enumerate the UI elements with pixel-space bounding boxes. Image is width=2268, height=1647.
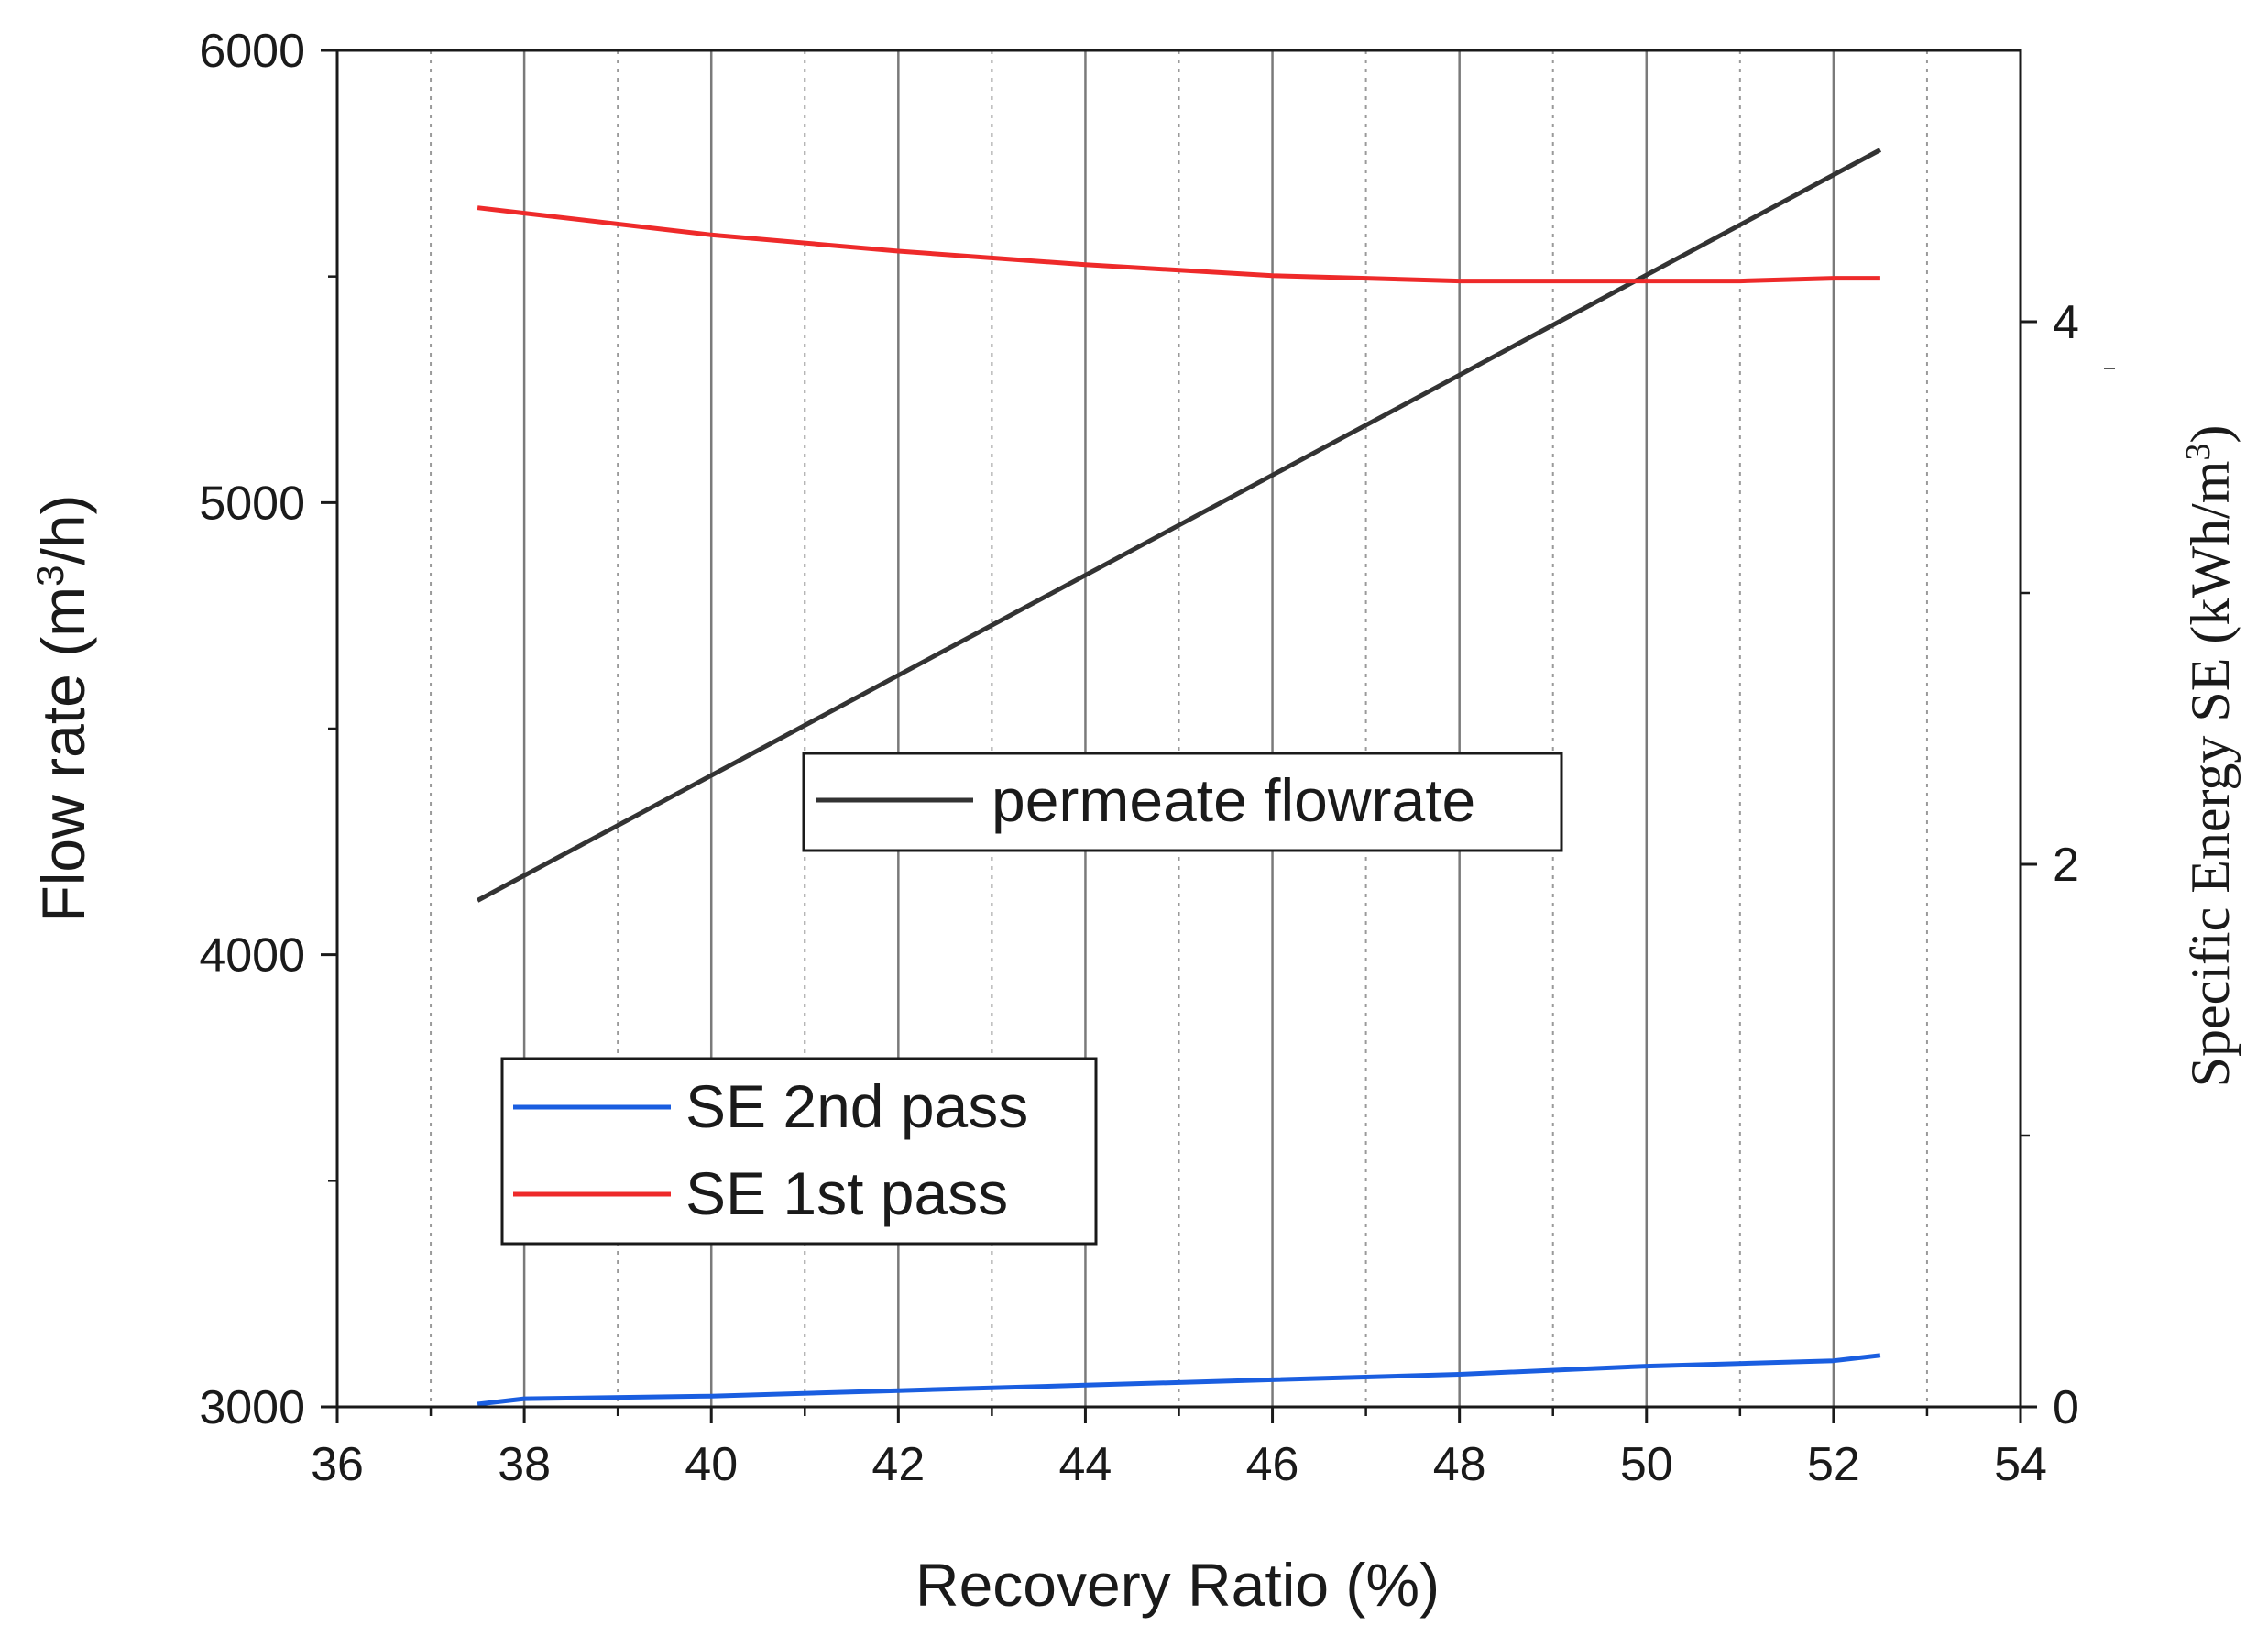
y-right-tick-label: 4 bbox=[2053, 296, 2079, 349]
y-right-title-suffix: ) bbox=[2180, 425, 2241, 444]
ticks: 36 38 40 42 44 46 48 50 52 54 3000 4000 5000 6000 0 2 4 bbox=[199, 25, 2079, 1491]
legend-label-se-1st-pass: SE 1st pass bbox=[685, 1159, 1008, 1227]
x-tick-label: 38 bbox=[498, 1438, 551, 1491]
y-left-title-sup: 3 bbox=[28, 565, 71, 586]
x-tick-label: 52 bbox=[1807, 1438, 1860, 1491]
x-tick-label: 42 bbox=[871, 1438, 925, 1491]
series-lines bbox=[476, 148, 1882, 1407]
x-tick-label: 54 bbox=[1994, 1438, 2047, 1491]
series-line-se-1st-pass bbox=[477, 205, 1880, 284]
series-line-permeate-flowrate bbox=[476, 148, 1882, 903]
y-right-title-sup: 3 bbox=[2179, 444, 2218, 461]
y-axis-left-title: Flow rate (m3/h) bbox=[28, 494, 98, 922]
x-tick-label: 40 bbox=[685, 1438, 738, 1491]
legend-label-se-2nd-pass: SE 2nd pass bbox=[685, 1072, 1028, 1140]
series-line-se-2nd-pass bbox=[477, 1353, 1881, 1407]
x-axis-title: Recovery Ratio (%) bbox=[915, 1551, 1440, 1619]
x-tick-label: 46 bbox=[1246, 1438, 1299, 1491]
legend-se: SE 2nd pass SE 1st pass bbox=[500, 1057, 1098, 1246]
y-right-tick-label: 2 bbox=[2053, 839, 2079, 892]
y-axis-right-title: Specific Energy SE (kWh/m3) bbox=[2179, 425, 2241, 1088]
y-left-tick-label: 6000 bbox=[199, 25, 305, 78]
legend-label-permeate-flowrate: permeate flowrate bbox=[992, 766, 1475, 834]
y-left-title-suffix: /h) bbox=[29, 494, 97, 565]
x-tick-label: 44 bbox=[1059, 1438, 1112, 1491]
x-tick-label: 50 bbox=[1620, 1438, 1673, 1491]
y-left-tick-label: 5000 bbox=[199, 477, 305, 530]
y-right-title-prefix: Specific Energy SE (kWh/m bbox=[2180, 461, 2241, 1088]
x-tick-label: 48 bbox=[1433, 1438, 1486, 1491]
legend-se-box bbox=[500, 1057, 1098, 1246]
y-left-tick-label: 3000 bbox=[199, 1381, 305, 1434]
x-tick-label: 36 bbox=[311, 1438, 364, 1491]
y-right-tick-label: 0 bbox=[2053, 1381, 2079, 1434]
y-left-title-prefix: Flow rate (m bbox=[29, 587, 97, 923]
legend-flowrate: permeate flowrate bbox=[802, 752, 1563, 852]
y-left-tick-label: 4000 bbox=[199, 929, 305, 983]
